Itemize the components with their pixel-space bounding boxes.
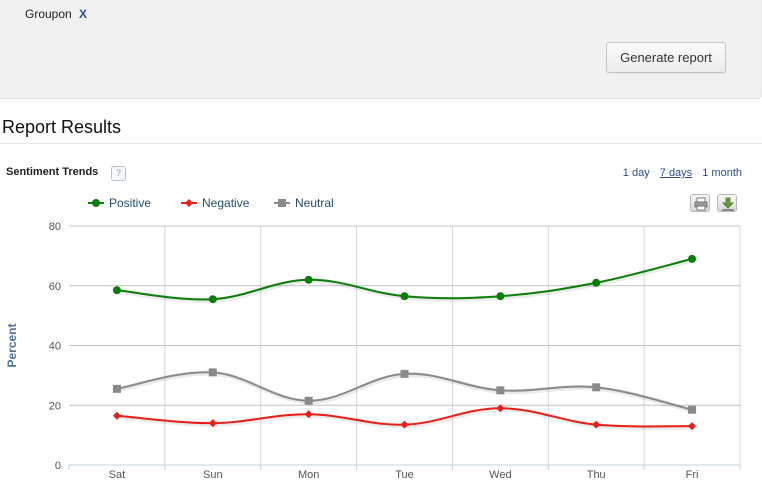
y-tick-label: 40 [49,341,61,353]
data-point-positive [688,254,697,263]
print-icon [694,197,708,211]
data-point-neutral [400,369,409,378]
legend-label: Positive [109,196,151,210]
data-point-negative [208,419,217,428]
data-point-neutral [304,396,313,405]
range-7-days[interactable]: 7 days [659,167,693,179]
data-point-neutral [208,368,217,377]
data-point-neutral [496,386,505,395]
x-tick-label: Sun [203,469,223,481]
x-tick-label: Thu [587,469,606,481]
data-point-positive [304,275,313,284]
x-tick-label: Sat [109,469,126,481]
x-tick-label: Tue [395,469,414,481]
data-point-positive [592,278,601,287]
data-point-neutral [112,384,121,393]
data-point-neutral [592,383,601,392]
download-button[interactable] [717,194,737,212]
data-point-neutral [688,405,697,414]
data-point-positive [208,295,217,304]
data-point-negative [304,410,313,419]
range-1-month[interactable]: 1 month [702,167,742,179]
x-tick-label: Wed [489,469,511,481]
x-tick-label: Mon [298,469,319,481]
divider [0,143,762,144]
range-selector: 1 day 7 days 1 month [616,167,742,179]
y-tick-label: 60 [49,281,61,293]
legend-marker [278,199,286,207]
data-point-negative [688,422,697,431]
y-axis-label: Percent [5,323,19,367]
data-point-positive [112,286,121,295]
remove-filter-button[interactable]: X [79,7,88,21]
data-point-negative [496,404,505,413]
download-icon [722,197,734,211]
legend-marker [185,199,193,207]
y-tick-label: 0 [55,460,61,472]
data-point-positive [400,292,409,301]
print-button[interactable] [690,194,710,212]
page-title: Report Results [2,117,122,137]
data-point-positive [496,292,505,301]
x-tick-label: Fri [686,469,699,481]
y-tick-label: 20 [49,400,61,412]
legend-item-neutral[interactable]: Neutral [274,196,334,210]
panel-title: Sentiment Trends [6,166,99,178]
y-tick-label: 80 [49,221,61,233]
legend-label: Neutral [295,196,334,210]
legend-item-negative[interactable]: Negative [181,196,250,210]
filter-tag-label: Groupon [25,7,72,21]
filter-panel: Groupon X Generate report [0,0,762,99]
generate-report-button[interactable]: Generate report [606,42,726,73]
range-1-day[interactable]: 1 day [622,167,650,179]
help-icon[interactable]: ? [111,166,126,181]
data-point-negative [400,420,409,429]
legend-marker [92,199,100,207]
data-point-negative [112,411,121,420]
legend-item-positive[interactable]: Positive [88,196,151,210]
filter-tag: Groupon X [25,7,87,21]
data-point-negative [592,420,601,429]
legend-label: Negative [202,196,250,210]
